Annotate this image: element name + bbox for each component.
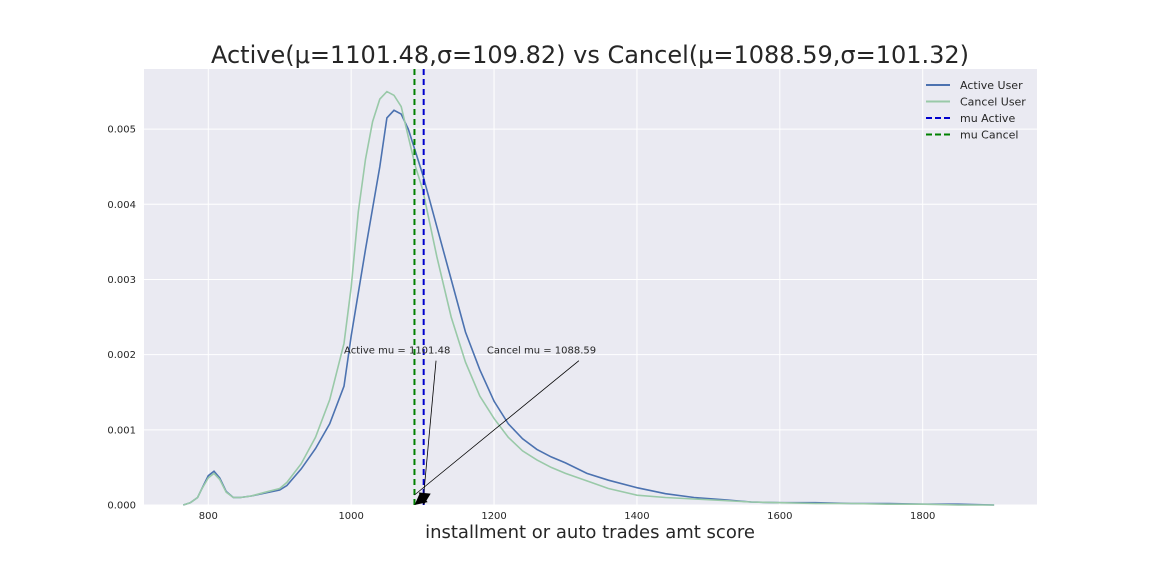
plot-area (144, 69, 1037, 505)
y-tick-label: 0.005 (107, 125, 136, 136)
grid-lines (144, 69, 1037, 506)
legend-label: Cancel User (960, 96, 1026, 109)
annotation-label: Cancel mu = 1088.59 (487, 346, 596, 357)
annotation-label: Active mu = 1101.48 (344, 346, 450, 357)
x-tick-label: 1400 (624, 511, 649, 522)
chart-title: Active(μ=1101.48,σ=109.82) vs Cancel(μ=1… (211, 41, 969, 69)
series-lines (183, 90, 995, 506)
legend: Active User Cancel User mu Active mu Cancel (926, 79, 1026, 142)
x-tick-label: 1800 (910, 511, 935, 522)
y-tick-label: 0.002 (107, 350, 136, 361)
x-tick-label: 1200 (481, 511, 506, 522)
y-tick-label: 0.001 (107, 425, 136, 436)
x-axis-label: installment or auto trades amt score (425, 522, 755, 543)
x-tick-label: 800 (199, 511, 218, 522)
axis-ticks: 800 1000 1200 1400 1600 1800 0.000 0.001 0.002 0.… (107, 125, 935, 522)
y-tick-label: 0.004 (107, 200, 136, 211)
annotations: Active mu = 1101.48 Cancel mu = 1088.59 (344, 346, 596, 505)
cancel-user-line (183, 90, 995, 506)
y-tick-label: 0.000 (107, 501, 136, 512)
mean-lines (413, 69, 425, 505)
annotation-arrow-line (423, 360, 437, 496)
legend-label: mu Cancel (960, 129, 1018, 142)
legend-label: Active User (960, 79, 1023, 92)
x-tick-label: 1600 (767, 511, 792, 522)
legend-label: mu Active (960, 112, 1015, 125)
y-tick-label: 0.003 (107, 275, 136, 286)
annotation-arrow-head (414, 492, 428, 505)
annotation-arrow-line (414, 360, 580, 496)
x-tick-label: 1000 (338, 511, 363, 522)
